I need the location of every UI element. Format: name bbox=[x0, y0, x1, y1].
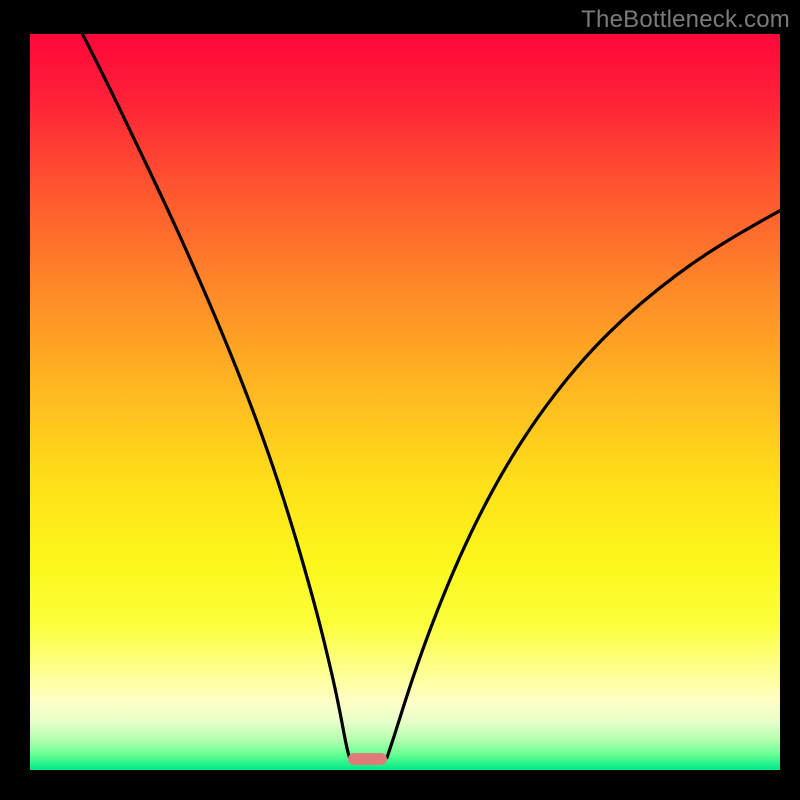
watermark-text: TheBottleneck.com bbox=[581, 6, 790, 34]
cusp-marker bbox=[348, 753, 387, 765]
plot-svg bbox=[30, 34, 780, 770]
plot-background bbox=[30, 34, 780, 770]
chart-frame: TheBottleneck.com bbox=[0, 0, 800, 800]
